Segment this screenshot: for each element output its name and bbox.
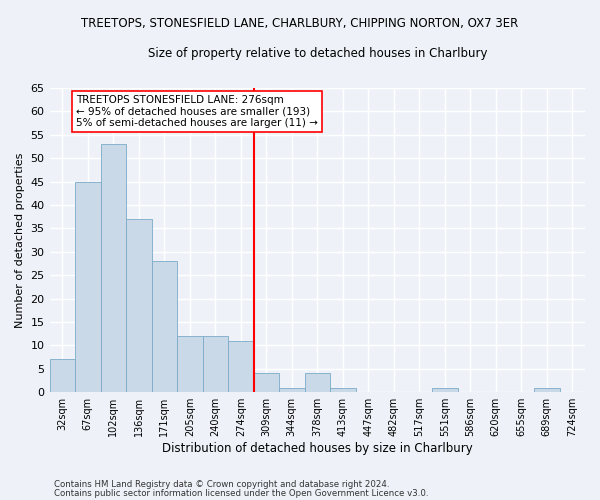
Bar xyxy=(152,261,177,392)
Y-axis label: Number of detached properties: Number of detached properties xyxy=(15,152,25,328)
Bar xyxy=(75,182,101,392)
Bar xyxy=(534,388,560,392)
Bar xyxy=(305,374,330,392)
Bar xyxy=(432,388,458,392)
Bar xyxy=(177,336,203,392)
Bar xyxy=(254,374,279,392)
Bar xyxy=(279,388,305,392)
Text: TREETOPS, STONESFIELD LANE, CHARLBURY, CHIPPING NORTON, OX7 3ER: TREETOPS, STONESFIELD LANE, CHARLBURY, C… xyxy=(82,18,518,30)
X-axis label: Distribution of detached houses by size in Charlbury: Distribution of detached houses by size … xyxy=(162,442,473,455)
Bar xyxy=(330,388,356,392)
Title: Size of property relative to detached houses in Charlbury: Size of property relative to detached ho… xyxy=(148,48,487,60)
Text: Contains HM Land Registry data © Crown copyright and database right 2024.: Contains HM Land Registry data © Crown c… xyxy=(54,480,389,489)
Bar xyxy=(126,219,152,392)
Bar xyxy=(50,360,75,392)
Text: Contains public sector information licensed under the Open Government Licence v3: Contains public sector information licen… xyxy=(54,489,428,498)
Text: TREETOPS STONESFIELD LANE: 276sqm
← 95% of detached houses are smaller (193)
5% : TREETOPS STONESFIELD LANE: 276sqm ← 95% … xyxy=(76,95,318,128)
Bar xyxy=(203,336,228,392)
Bar xyxy=(101,144,126,392)
Bar xyxy=(228,340,254,392)
